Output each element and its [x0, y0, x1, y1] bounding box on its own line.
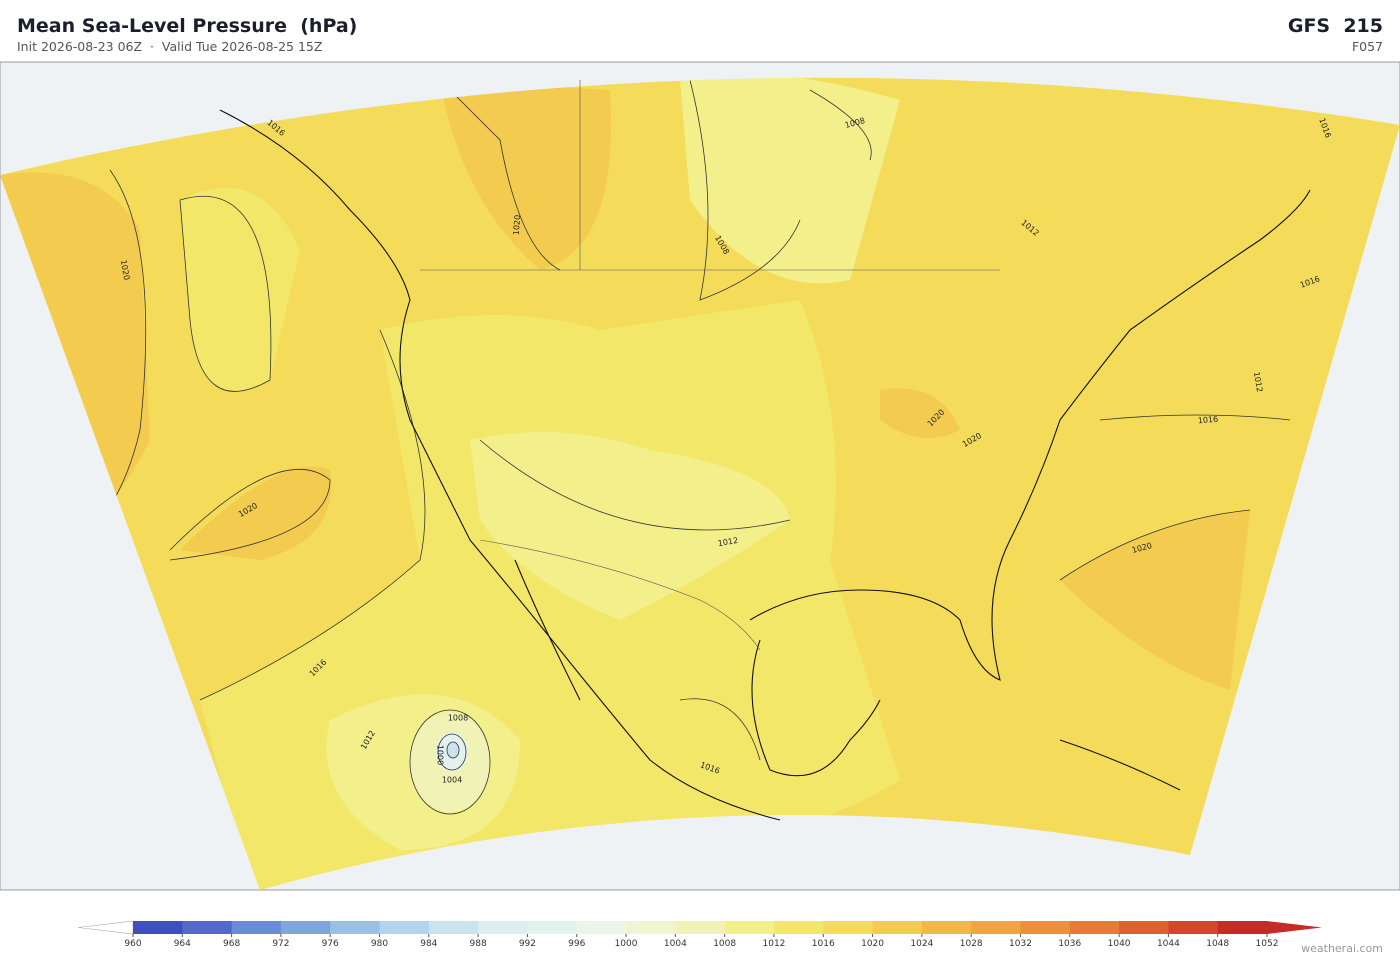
colorbar-swatch: [428, 921, 479, 934]
coastlines: [219, 109, 1311, 821]
colorbar-swatch: [1020, 921, 1071, 934]
colorbar-tick-label: 1016: [812, 939, 835, 949]
colorbar-tick-label: 960: [124, 939, 141, 949]
colorbar-swatch: [280, 921, 331, 934]
colorbar-over: [1267, 921, 1322, 934]
colorbar-swatch: [527, 921, 578, 934]
colorbar-tick-label: 988: [470, 939, 487, 949]
colorbar-tick-label: 1008: [713, 939, 736, 949]
colorbar-tick-label: 972: [272, 939, 289, 949]
colorbar-tick-label: 1004: [664, 939, 687, 949]
colorbar-tick-label: 964: [174, 939, 191, 949]
colorbar-tick-label: 1012: [763, 939, 786, 949]
colorbar-tick-label: 1044: [1157, 939, 1180, 949]
colorbar-swatch: [231, 921, 282, 934]
colorbar-swatch: [971, 921, 1021, 934]
colorbar-tick-label: 984: [420, 939, 437, 949]
colorbar-swatch: [1168, 921, 1219, 934]
colorbar-tick-label: 980: [371, 939, 388, 949]
forecast-hour: F057: [1351, 39, 1383, 54]
borders: [420, 80, 1000, 651]
colorbar-swatch: [724, 921, 775, 934]
contour-label: 1000: [436, 745, 445, 765]
contour-label: 1004: [442, 776, 462, 785]
colorbar-tick-label: 1036: [1058, 939, 1081, 949]
contour-label: 1012: [717, 536, 739, 548]
colorbar-swatch: [182, 921, 233, 934]
colorbar-swatch: [921, 921, 972, 934]
title: Mean Sea-Level Pressure (hPa): [17, 15, 358, 37]
colorbar-swatch: [773, 921, 824, 934]
colorbar-swatch: [1119, 921, 1169, 934]
colorbar-swatch: [1069, 921, 1120, 934]
contour-label: 1008: [448, 714, 468, 723]
colorbar-tick-label: 1048: [1206, 939, 1229, 949]
colorbar-swatch: [675, 921, 726, 934]
contour-label: 1020: [119, 259, 131, 281]
model: GFS 215: [1287, 15, 1383, 37]
colorbar-tick-label: 1020: [861, 939, 884, 949]
colorbar-swatch: [823, 921, 874, 934]
contour-label: 1012: [1252, 371, 1264, 393]
subtitle: Init 2026-08-23 06Z · Valid Tue 2026-08-…: [17, 39, 323, 54]
colorbar-tick-label: 1052: [1256, 939, 1279, 949]
contour-label: 1016: [1197, 415, 1218, 426]
credit: weatherai.com: [1301, 942, 1383, 955]
colorbar-swatch: [379, 921, 430, 934]
contour-label: 1020: [512, 214, 523, 235]
colorbar-tick-label: 1032: [1009, 939, 1032, 949]
colorbar-swatch: [626, 921, 676, 934]
colorbar-swatch: [1217, 921, 1268, 934]
colorbar-tick-label: 976: [322, 939, 339, 949]
colorbar-tick-label: 968: [223, 939, 240, 949]
colorbar-swatch: [478, 921, 528, 934]
colorbar-swatch: [576, 921, 627, 934]
colorbar-tick-label: 1040: [1108, 939, 1131, 949]
colorbar-swatch: [330, 921, 381, 934]
colorbar-tick-label: 1024: [910, 939, 933, 949]
colorbar-tick-label: 1028: [960, 939, 983, 949]
colorbar-under: [77, 920, 134, 935]
colorbar-swatch: [133, 921, 183, 934]
colorbar-tick-label: 996: [568, 939, 585, 949]
colorbar-tick-label: 1000: [615, 939, 638, 949]
colorbar-tick-label: 992: [519, 939, 536, 949]
colorbar-swatch: [872, 921, 923, 934]
